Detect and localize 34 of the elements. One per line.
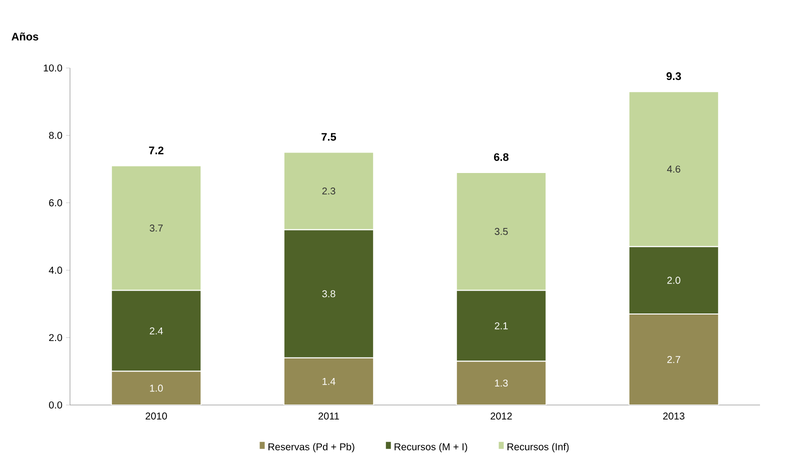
total-label: 7.2 xyxy=(149,146,164,154)
legend-label: Reservas (Pd + Pb) xyxy=(268,443,354,452)
data-label: 3.5 xyxy=(494,228,508,235)
x-tick-label: 2012 xyxy=(490,412,512,420)
total-label: 6.8 xyxy=(494,153,509,161)
y-tick-label: 0.0 xyxy=(49,401,62,409)
y-tick-label: 10.0 xyxy=(44,64,62,72)
x-tick-label: 2010 xyxy=(146,412,167,420)
legend-label: Recursos (M + I) xyxy=(394,443,468,452)
bar xyxy=(283,357,374,405)
y-axis-title: Años xyxy=(12,32,38,40)
data-label: 1.0 xyxy=(150,384,163,392)
bar xyxy=(110,370,202,405)
y-tick-label: 2.0 xyxy=(49,334,62,342)
bar xyxy=(456,360,547,405)
data-label: 4.6 xyxy=(667,166,680,173)
data-label: 3.8 xyxy=(322,290,336,298)
total-label: 9.3 xyxy=(666,72,681,80)
bar xyxy=(628,314,720,405)
data-label: 1.4 xyxy=(322,378,336,385)
data-label: 2.3 xyxy=(322,187,336,195)
y-tick-label: 8.0 xyxy=(49,132,62,139)
data-label: 2.0 xyxy=(667,276,680,284)
data-label: 2.4 xyxy=(150,327,163,334)
x-tick-label: 2013 xyxy=(663,412,684,420)
legend-label: Recursos (Inf) xyxy=(508,443,569,452)
data-label: 1.3 xyxy=(495,380,508,387)
data-label: 3.7 xyxy=(150,224,163,232)
data-label: 2.1 xyxy=(494,322,508,330)
y-tick-label: 4.0 xyxy=(48,266,62,274)
total-label: 7.5 xyxy=(322,133,336,141)
y-tick-label: 6.0 xyxy=(49,199,62,206)
data-label: 2.7 xyxy=(667,356,680,363)
x-tick-label: 2011 xyxy=(318,412,339,420)
